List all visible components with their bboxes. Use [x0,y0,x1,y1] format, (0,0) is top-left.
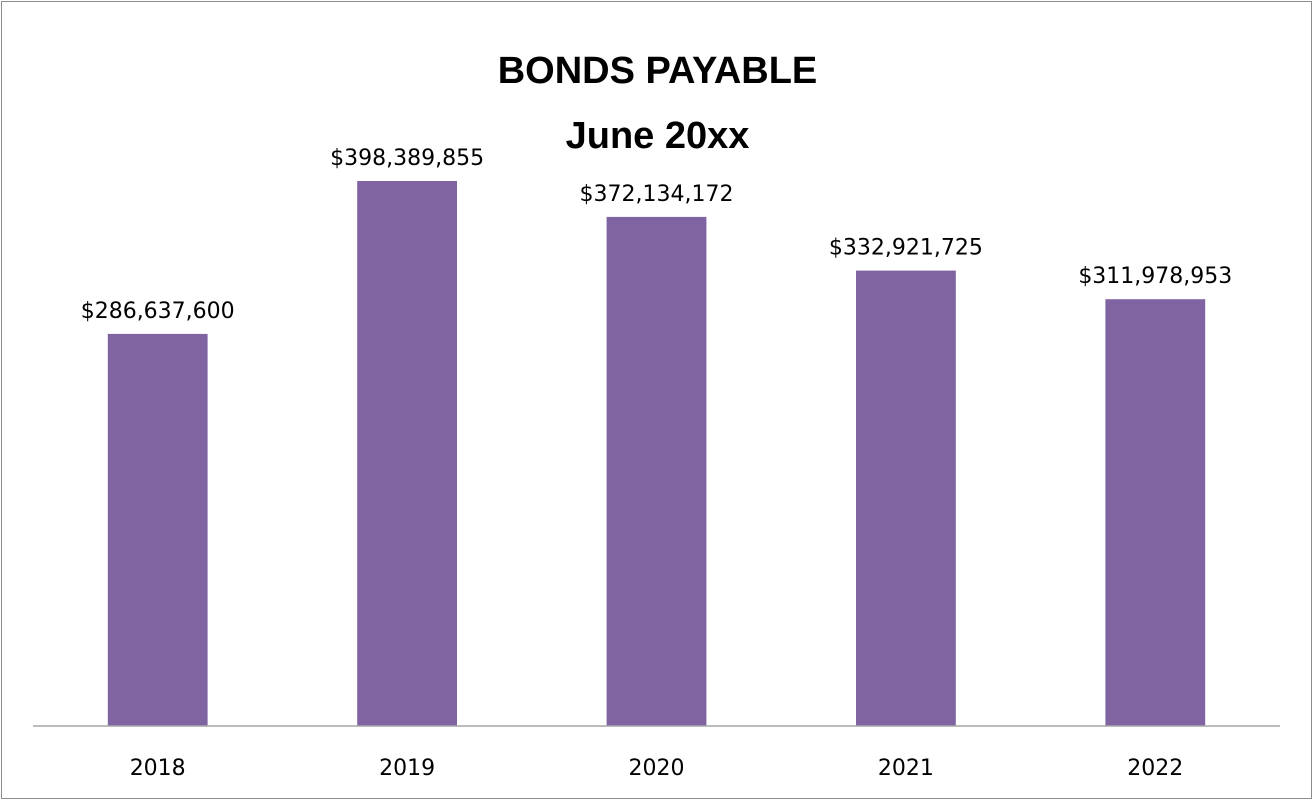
x-tick-label-2021: 2021 [878,756,934,781]
bar-2020 [606,216,707,726]
data-label-2020: $372,134,172 [580,182,734,207]
bar-2022 [1105,299,1206,726]
x-tick-labels-group: 2018 2019 2020 2021 2022 [130,756,1184,781]
data-labels-group: $286,637,600 $398,389,855 $372,134,172 $332… [81,146,1233,324]
bar-2018 [107,333,208,726]
bar-2021 [856,270,956,726]
x-tick-label-2018: 2018 [130,756,186,781]
data-label-2021: $332,921,725 [829,236,983,261]
data-label-2019: $398,389,855 [330,146,484,171]
data-label-2022: $311,978,953 [1078,264,1232,289]
chart-subtitle: June 20xx [565,115,750,157]
x-tick-label-2020: 2020 [629,756,685,781]
data-label-2018: $286,637,600 [81,299,235,324]
x-tick-label-2022: 2022 [1127,756,1183,781]
chart-title: BONDS PAYABLE [497,50,818,92]
bar-2019 [357,181,457,726]
x-tick-label-2019: 2019 [379,756,435,781]
bars-group [107,181,1206,726]
